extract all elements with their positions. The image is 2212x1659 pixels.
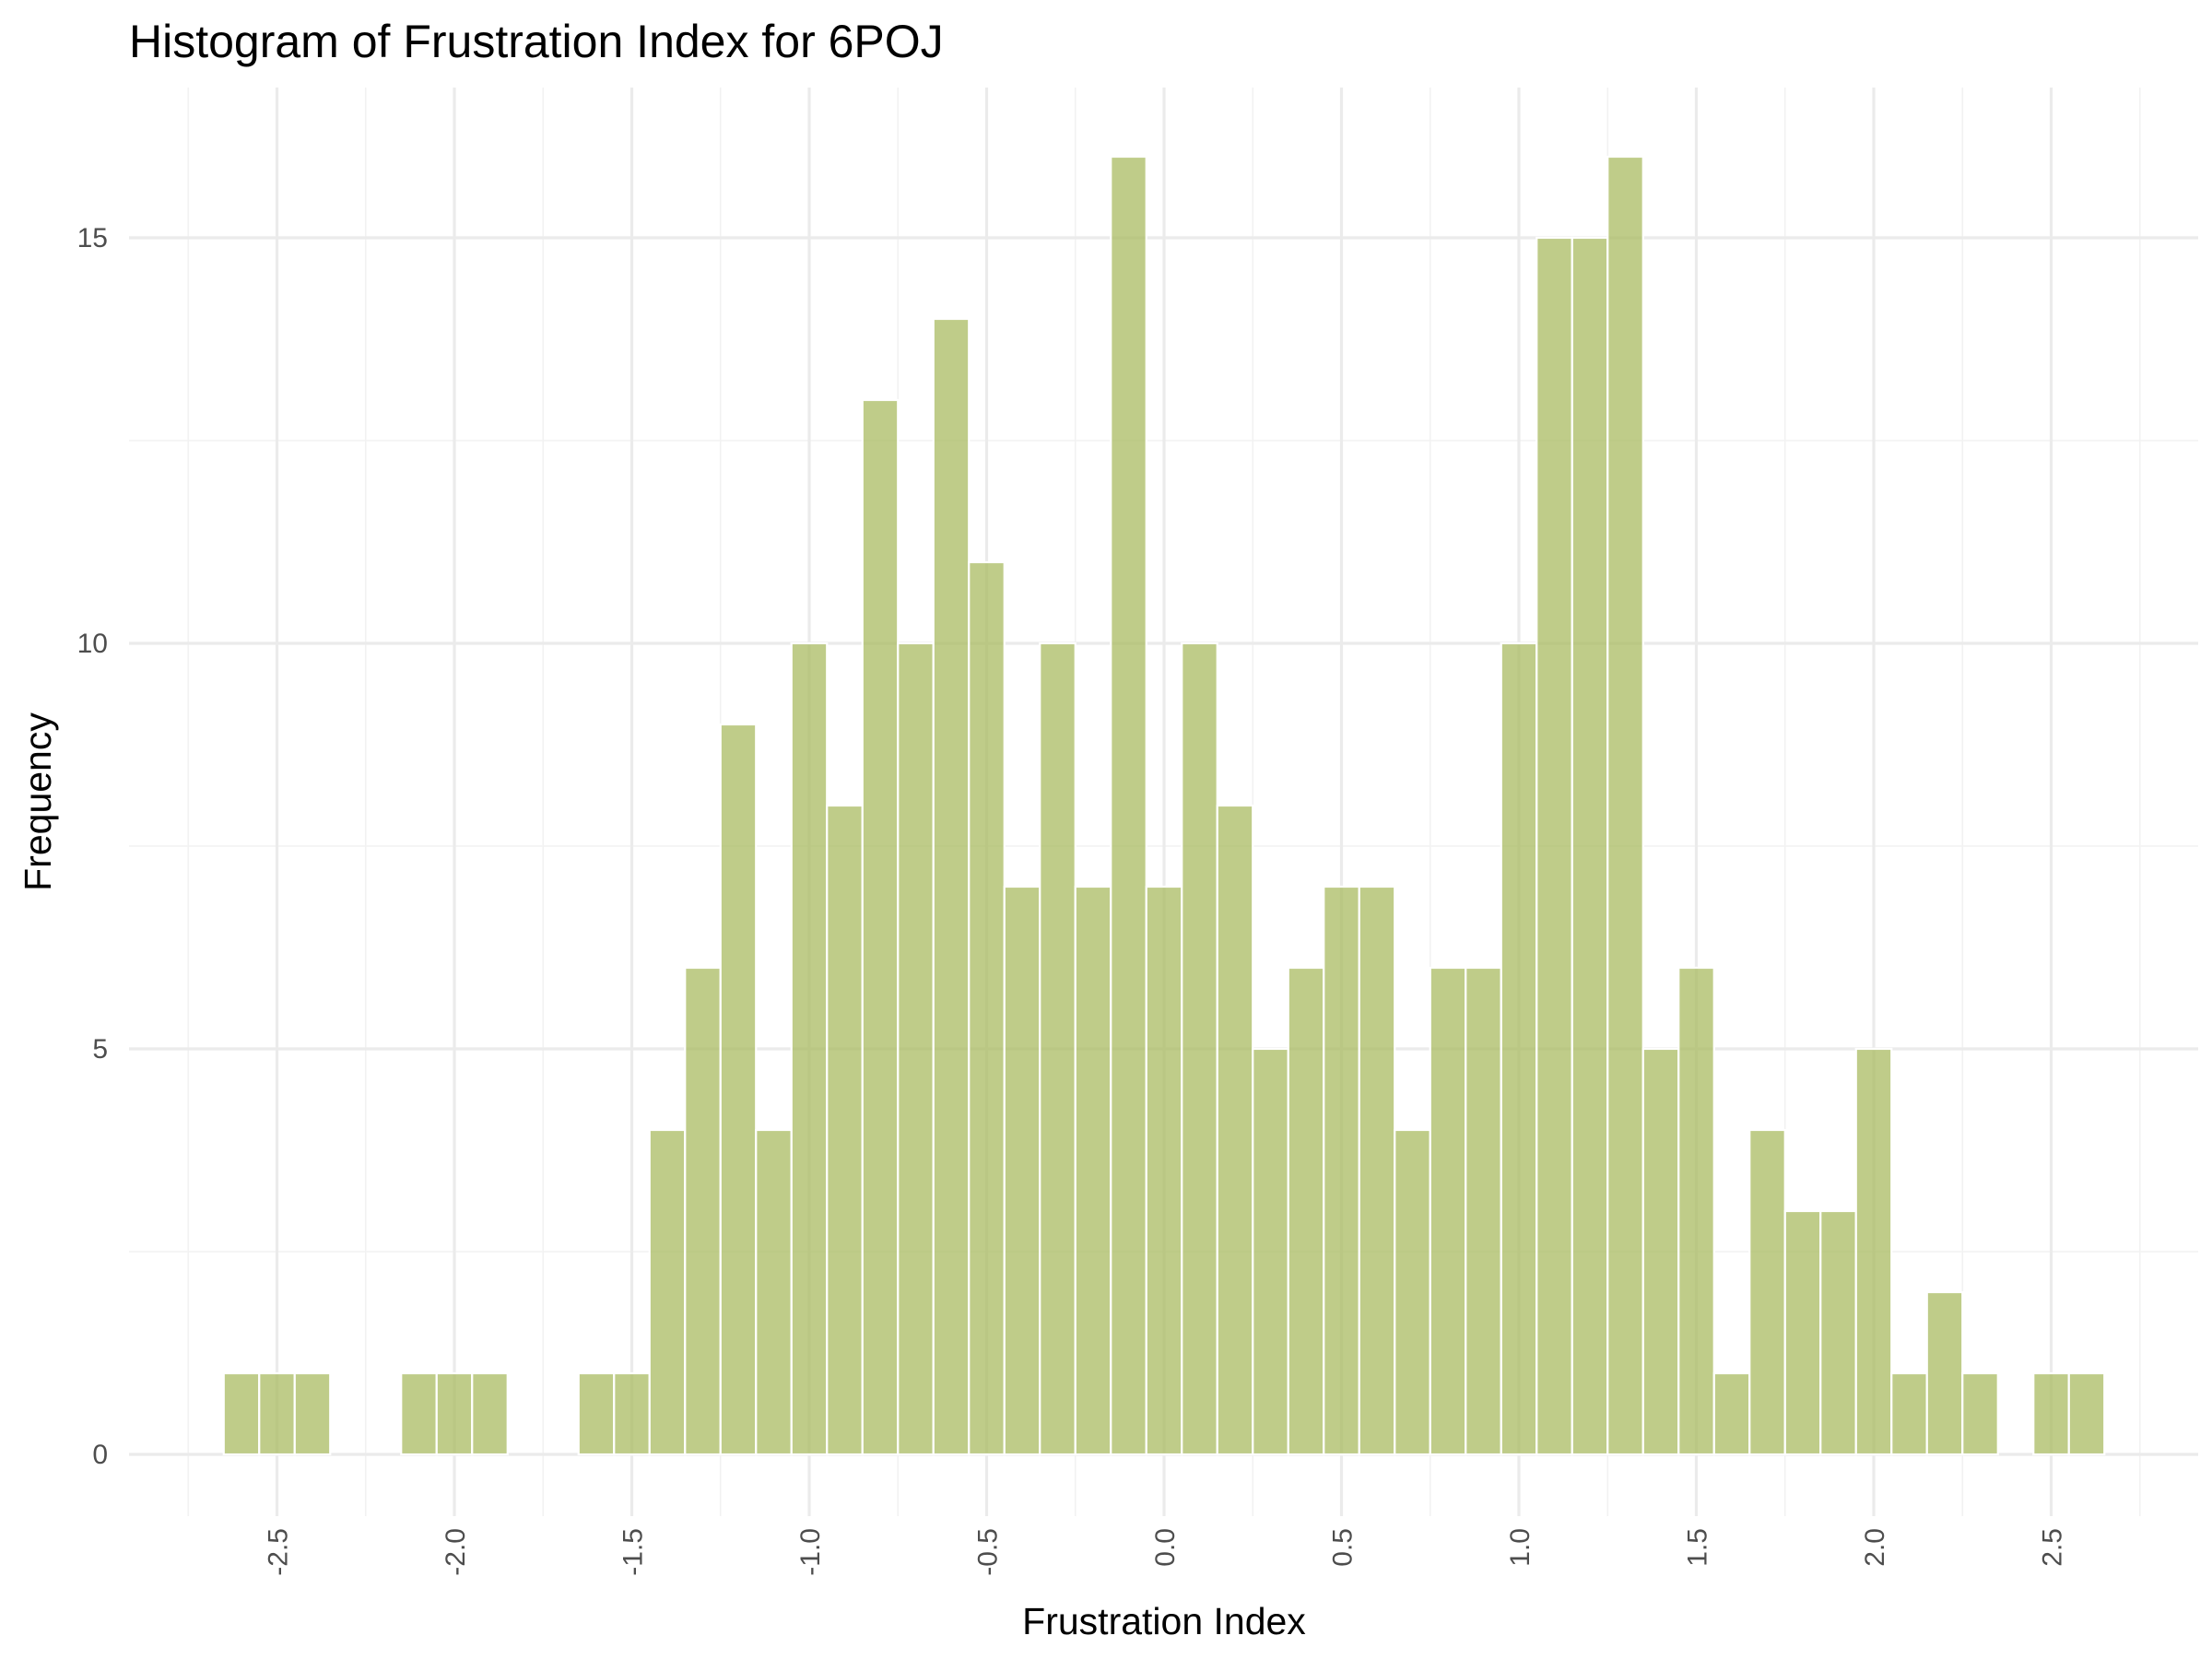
histogram-bar bbox=[1287, 966, 1325, 1456]
histogram-bar bbox=[1783, 1209, 1822, 1456]
x-tick-label: 0.5 bbox=[1328, 1528, 1359, 1567]
histogram-bar bbox=[1181, 641, 1218, 1456]
histogram-bar bbox=[1110, 155, 1147, 1456]
histogram-bars bbox=[222, 155, 2106, 1456]
x-tick-label: -1.0 bbox=[795, 1528, 826, 1576]
histogram-bar bbox=[1216, 804, 1254, 1456]
histogram-bar bbox=[293, 1371, 332, 1456]
histogram-bar bbox=[258, 1371, 296, 1456]
histogram-bar bbox=[1252, 1047, 1289, 1456]
x-tick-label: -1.5 bbox=[618, 1528, 649, 1576]
histogram-bar bbox=[1677, 966, 1715, 1456]
histogram-bar bbox=[932, 317, 971, 1456]
histogram-bar bbox=[1394, 1128, 1431, 1456]
histogram-bar bbox=[1890, 1371, 1928, 1456]
x-axis-title: Frustration Index bbox=[1022, 1600, 1306, 1642]
histogram-bar bbox=[1003, 885, 1041, 1456]
x-tick-label: 1.0 bbox=[1505, 1528, 1535, 1567]
y-tick-label: 10 bbox=[77, 629, 108, 659]
histogram-bar bbox=[1571, 236, 1609, 1456]
histogram-bar bbox=[1074, 885, 1112, 1456]
histogram-bar bbox=[1606, 155, 1644, 1456]
histogram-bar bbox=[719, 723, 758, 1456]
histogram-bar bbox=[2032, 1371, 2070, 1456]
histogram-bar bbox=[1712, 1371, 1751, 1456]
histogram-bar bbox=[968, 560, 1006, 1456]
x-tick-label: 2.0 bbox=[1860, 1528, 1890, 1567]
histogram-bar bbox=[861, 398, 900, 1456]
histogram-bar bbox=[435, 1371, 474, 1456]
x-tick-label: -2.5 bbox=[264, 1528, 294, 1576]
x-tick-label: 0.0 bbox=[1150, 1528, 1181, 1567]
x-tick-label: 1.5 bbox=[1683, 1528, 1713, 1567]
chart-title: Histogram of Frustration Index for 6POJ bbox=[129, 16, 944, 67]
x-tick-label: -2.0 bbox=[441, 1528, 471, 1576]
histogram-bar bbox=[471, 1371, 509, 1456]
histogram-bar bbox=[1039, 641, 1077, 1456]
histogram-bar bbox=[648, 1128, 687, 1456]
histogram-bar bbox=[897, 641, 935, 1456]
histogram-bar bbox=[684, 966, 722, 1456]
histogram-bar bbox=[1819, 1209, 1857, 1456]
histogram-bar bbox=[613, 1371, 651, 1456]
histogram-bar bbox=[400, 1371, 438, 1456]
histogram-bar bbox=[826, 804, 864, 1456]
histogram-bar bbox=[1429, 966, 1467, 1456]
histogram-bar bbox=[1465, 966, 1502, 1456]
histogram-bar bbox=[1500, 641, 1538, 1456]
y-tick-label: 15 bbox=[77, 223, 108, 253]
y-tick-label: 5 bbox=[92, 1034, 108, 1065]
histogram-bar bbox=[755, 1128, 793, 1456]
x-axis-tick-labels: -2.5 -2.0 -1.5 -1.0 -0.5 0.0 0.5 1.0 1.5 2.0 2.5 bbox=[264, 1528, 2068, 1576]
y-axis-tick-labels: 0 5 10 15 bbox=[77, 223, 108, 1470]
x-tick-label: -0.5 bbox=[973, 1528, 1004, 1576]
x-tick-label: 2.5 bbox=[2038, 1528, 2068, 1567]
histogram-bar bbox=[1748, 1128, 1786, 1456]
histogram-bar bbox=[1358, 885, 1396, 1456]
histogram-bar bbox=[1145, 885, 1183, 1456]
y-axis-title: Frequency bbox=[17, 712, 59, 891]
histogram-bar bbox=[1961, 1371, 1999, 1456]
histogram-bar bbox=[1323, 885, 1360, 1456]
histogram-bar bbox=[222, 1371, 261, 1456]
histogram-bar bbox=[577, 1371, 616, 1456]
y-tick-label: 0 bbox=[92, 1440, 108, 1470]
histogram-bar bbox=[1854, 1047, 1893, 1456]
histogram-bar bbox=[2067, 1371, 2106, 1456]
histogram-bar bbox=[1641, 1047, 1680, 1456]
histogram-bar bbox=[1925, 1290, 1964, 1456]
histogram-bar bbox=[790, 641, 829, 1456]
histogram-bar bbox=[1535, 236, 1573, 1456]
